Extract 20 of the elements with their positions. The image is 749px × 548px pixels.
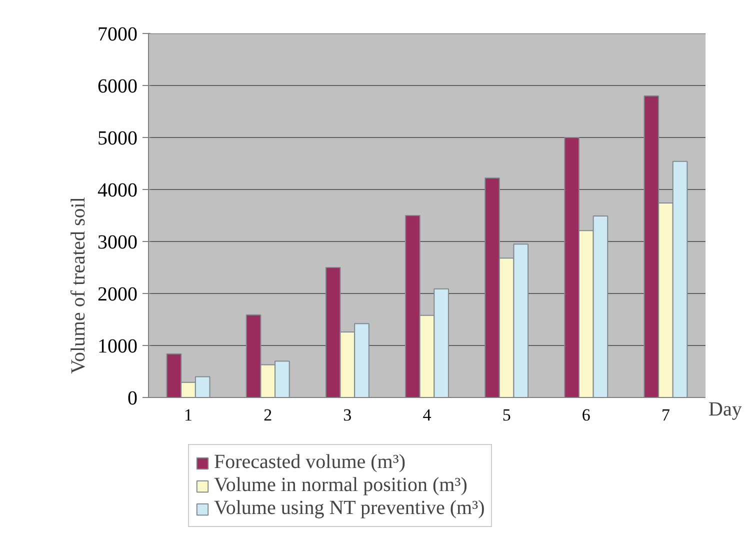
y-tick-label: 2000	[98, 284, 138, 306]
y-tick-label: 6000	[98, 76, 138, 98]
x-tick-label: 6	[582, 406, 590, 424]
y-tick-label: 1000	[98, 336, 138, 358]
x-tick-label: 5	[502, 406, 511, 424]
x-tick-label: 3	[343, 406, 352, 424]
x-tick-label: 2	[264, 406, 272, 424]
y-tick-label: 0	[128, 388, 138, 410]
x-tick-label: 4	[422, 406, 432, 424]
legend-label: Forecasted volume (m³)	[214, 451, 406, 474]
y-tick-label: 5000	[98, 128, 138, 150]
x-tick-label: 7	[661, 406, 670, 424]
legend-label: Volume using NT preventive (m³)	[214, 497, 485, 520]
y-tick-label: 4000	[98, 180, 138, 202]
x-tick-label: 1	[184, 406, 193, 424]
y-axis-title: Volume of treated soil	[68, 196, 90, 374]
legend-label: Volume in normal position (m³)	[214, 474, 468, 497]
y-tick-label: 7000	[98, 24, 138, 46]
x-axis-title: Day	[708, 398, 742, 420]
y-tick-label: 3000	[98, 232, 138, 254]
